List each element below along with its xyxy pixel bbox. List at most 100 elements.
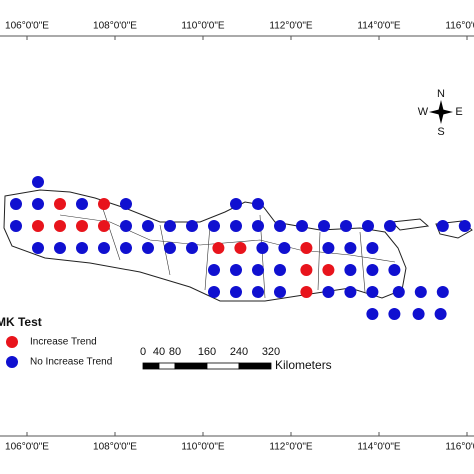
scale-segment: [238, 362, 272, 370]
compass-needle: [429, 109, 453, 115]
madura-island: [390, 218, 430, 231]
station-dot: [274, 264, 286, 276]
meridian-label: 114°0'0"E: [357, 442, 401, 453]
station-dot: [98, 242, 110, 254]
station-dot: [322, 264, 335, 276]
scale-label: 240: [230, 346, 248, 358]
station-dot: [212, 242, 225, 254]
station-dot: [362, 220, 374, 232]
station-dot: [252, 286, 264, 298]
station-dot: [366, 308, 379, 320]
station-dot: [142, 220, 154, 232]
meridian-label: 112°0'0"E: [269, 21, 313, 32]
station-dot: [322, 242, 335, 254]
station-dot: [300, 286, 313, 298]
station-dot: [208, 220, 220, 232]
legend-swatch: [6, 356, 18, 368]
station-dot: [344, 286, 357, 298]
station-dot: [234, 242, 247, 254]
station-dot: [392, 286, 405, 298]
scale-label: 80: [169, 346, 181, 358]
station-dot: [322, 286, 335, 298]
station-dot: [278, 242, 291, 254]
station-dot: [120, 198, 132, 210]
scale-segment: [158, 362, 176, 370]
station-dot: [76, 198, 88, 210]
station-dot: [208, 264, 220, 276]
scale-label: 160: [198, 346, 216, 358]
station-dot: [252, 198, 264, 210]
scale-label: 0: [140, 346, 146, 358]
station-dot: [32, 198, 44, 210]
station-dot: [98, 198, 110, 210]
station-dot: [54, 198, 66, 210]
station-dot: [208, 286, 220, 298]
meridian-label: 108°0'0"E: [93, 21, 137, 32]
compass-e: E: [455, 106, 462, 118]
meridian-label: 108°0'0"E: [93, 442, 137, 453]
station-dot: [120, 242, 132, 254]
station-dot: [230, 198, 242, 210]
station-dot: [434, 308, 447, 320]
station-dot: [318, 220, 330, 232]
legend-title: MK Test: [0, 315, 42, 329]
meridian-label: 110°0'0"E: [181, 442, 225, 453]
legend-label: Increase Trend: [30, 337, 97, 348]
compass-w: W: [418, 106, 429, 118]
scale-label: 320: [262, 346, 280, 358]
station-dot: [10, 220, 22, 232]
station-dot: [300, 242, 313, 254]
station-dot: [344, 242, 357, 254]
station-dot: [256, 242, 269, 254]
station-dot: [388, 308, 401, 320]
station-dot: [340, 220, 352, 232]
meridian-label: 114°0'0"E: [357, 21, 401, 32]
station-dot: [230, 286, 242, 298]
station-dot: [412, 308, 425, 320]
station-dot: [186, 220, 198, 232]
station-dot: [98, 220, 110, 232]
meridian-label: 110°0'0"E: [181, 21, 225, 32]
station-dot: [344, 264, 357, 276]
scale-segment: [206, 362, 240, 370]
scale-unit: Kilometers: [275, 358, 332, 372]
station-dot: [252, 220, 264, 232]
station-dot: [296, 220, 308, 232]
station-dot: [32, 242, 44, 254]
meridian-label: 116°0'0"E: [445, 21, 474, 32]
compass-n: N: [437, 88, 445, 100]
station-dot: [252, 264, 264, 276]
station-dot: [274, 286, 286, 298]
compass: N S E W: [418, 88, 463, 138]
legend-label: No Increase Trend: [30, 357, 112, 368]
station-dot: [366, 264, 379, 276]
legend-swatch: [6, 336, 18, 348]
station-dot: [76, 220, 88, 232]
station-dot: [10, 198, 22, 210]
station-dot: [366, 286, 379, 298]
station-dot: [186, 242, 198, 254]
station-dot: [230, 264, 242, 276]
station-dot: [384, 220, 396, 232]
station-dot: [76, 242, 88, 254]
meridian-label: 116°0'0"E: [445, 442, 474, 453]
station-dot: [164, 242, 176, 254]
station-dot: [120, 220, 132, 232]
station-dot: [164, 220, 176, 232]
station-dot: [54, 220, 66, 232]
station-dot: [32, 220, 44, 232]
station-dot: [54, 242, 66, 254]
station-dot: [274, 220, 286, 232]
station-dot: [300, 264, 313, 276]
meridian-label: 106°0'0"E: [5, 442, 49, 453]
station-dot: [436, 220, 449, 232]
scale-segment: [174, 362, 208, 370]
station-dot: [366, 242, 379, 254]
compass-s: S: [437, 126, 444, 138]
scale-segment: [142, 362, 160, 370]
station-dot: [32, 176, 44, 188]
station-dot: [436, 286, 449, 298]
station-dot: [388, 264, 401, 276]
meridian-label: 112°0'0"E: [269, 442, 313, 453]
